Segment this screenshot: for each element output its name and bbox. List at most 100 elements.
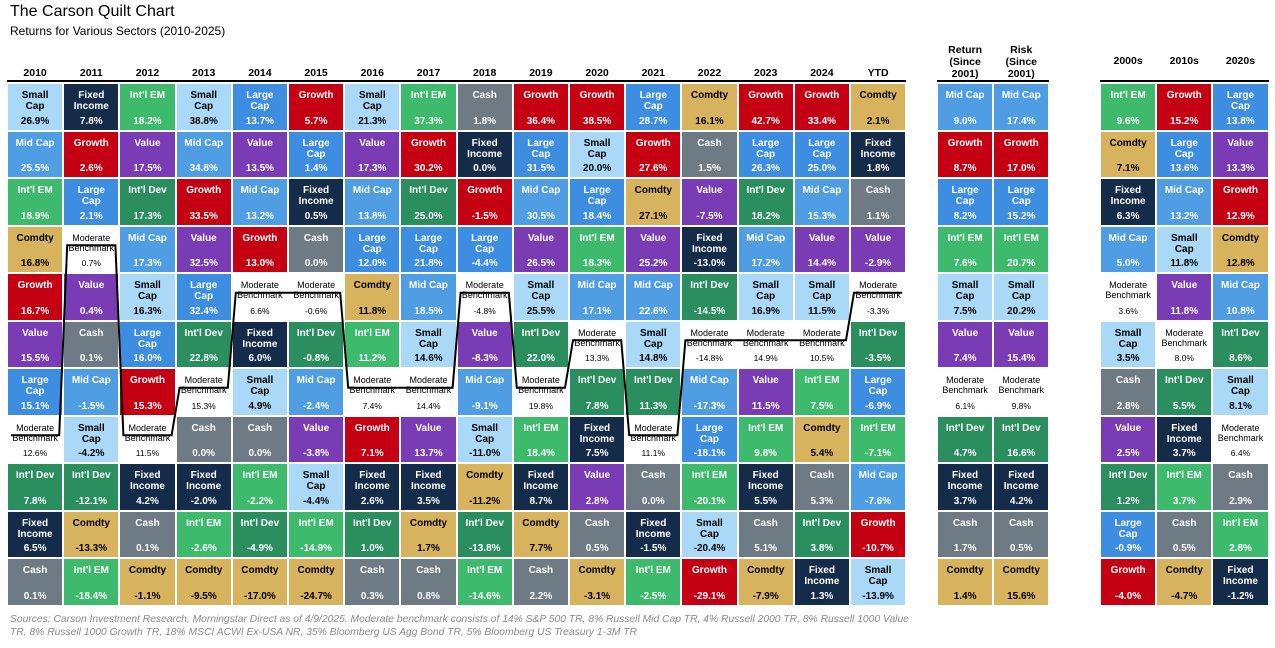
cell-asset-label: Value xyxy=(640,232,667,244)
cell-return-value: 13.3% xyxy=(1226,163,1255,174)
cell-asset-label: Small Cap xyxy=(864,565,892,587)
cell-return-value: 6.5% xyxy=(23,543,47,554)
cell-asset-label: Comdty xyxy=(1165,565,1203,576)
cell-asset-label: Fixed Income xyxy=(748,470,784,492)
cell-asset-label: Large Cap xyxy=(1226,90,1255,112)
cell-asset-label: Small Cap xyxy=(302,470,330,492)
cell-return-value: 12.8% xyxy=(1226,258,1255,269)
cell-return-value: -8.3% xyxy=(471,353,498,364)
benchmark-cell: Moderate Benchmark -14.8% xyxy=(681,320,738,368)
cell-asset-label: Int'l EM xyxy=(804,375,840,386)
quilt-cell: Comdty 11.8% xyxy=(344,273,401,321)
cell-return-value: 16.3% xyxy=(133,305,162,317)
cell-return-value: 3.7% xyxy=(953,495,977,507)
cell-asset-label: Value xyxy=(1171,280,1198,291)
column-header: Risk (Since 2001) xyxy=(1005,44,1038,80)
cell-asset-label: Comdty xyxy=(297,565,335,576)
cell-asset-label: Int'l Dev xyxy=(353,517,392,529)
quilt-cell: Int'l EM -2.5% xyxy=(625,558,682,606)
quilt-cell: Large Cap 15.1% xyxy=(7,368,64,416)
cell-asset-label: Small Cap xyxy=(808,280,836,302)
quilt-cell: Large Cap 28.7% xyxy=(625,83,682,131)
cell-asset-label: Int'l Dev xyxy=(1002,422,1041,434)
cell-asset-label: Mid Cap xyxy=(1221,280,1260,291)
quilt-cell: Int'l EM 7.6% xyxy=(937,225,994,273)
cell-asset-label: Comdty xyxy=(803,422,841,434)
cell-asset-label: Int'l EM xyxy=(17,185,53,196)
cell-asset-label: Growth xyxy=(17,280,53,291)
quilt-cell: Mid Cap 25.5% xyxy=(7,130,64,178)
quilt-cell: Large Cap 26.3% xyxy=(737,130,794,178)
quilt-cell: Fixed Income 7.8% xyxy=(63,83,120,131)
cell-return-value: 1.4% xyxy=(953,590,977,602)
cell-return-value: 17.3% xyxy=(133,258,162,269)
quilt-cell: Growth 12.9% xyxy=(1212,178,1269,226)
quilt-cell: Fixed Income 6.3% xyxy=(1100,178,1157,226)
cell-return-value: 13.2% xyxy=(245,210,275,222)
quilt-cell: Small Cap -13.9% xyxy=(850,558,907,606)
quilt-cell: Value -7.5% xyxy=(681,178,738,226)
cell-asset-label: Growth xyxy=(186,185,222,196)
quilt-cell: Small Cap 16.3% xyxy=(119,273,176,321)
column-header: 2023 xyxy=(754,67,778,79)
quilt-cell: Int'l Dev 18.2% xyxy=(737,178,794,226)
quilt-cell: Fixed Income 7.5% xyxy=(569,415,626,463)
cell-asset-label: Value xyxy=(22,327,49,339)
cell-asset-label: Cash xyxy=(865,185,891,196)
cell-asset-label: Fixed Income xyxy=(579,422,615,445)
cell-asset-label: Moderate Benchmark xyxy=(124,422,171,443)
cell-return-value: 15.2% xyxy=(1007,210,1036,222)
cell-asset-label: Int'l Dev xyxy=(465,517,504,529)
quilt-cell: Int'l EM 11.2% xyxy=(344,320,401,368)
cell-asset-label: Int'l EM xyxy=(635,565,671,576)
cell-return-value: -14.5% xyxy=(693,305,726,317)
cell-asset-label: Growth xyxy=(1003,137,1039,149)
quilt-cell: Large Cap 16.0% xyxy=(119,320,176,368)
cell-asset-label: Moderate Benchmark xyxy=(1105,280,1151,300)
cell-asset-label: Cash xyxy=(472,90,497,101)
cell-asset-label: Value xyxy=(752,375,779,386)
cell-return-value: 16.8% xyxy=(20,258,50,269)
cell-asset-label: Int'l Dev xyxy=(945,422,985,434)
cell-return-value: -9.5% xyxy=(190,590,217,602)
cell-return-value: 2.8% xyxy=(1229,543,1252,554)
cell-return-value: 0.0% xyxy=(192,448,216,459)
cell-asset-label: Cash xyxy=(641,470,666,481)
cell-return-value: 14.4% xyxy=(807,258,837,269)
cell-return-value: 8.2% xyxy=(953,210,977,222)
header-rule xyxy=(937,80,1050,82)
quilt-cell: Int'l Dev 11.3% xyxy=(625,368,682,416)
cell-return-value: 11.5% xyxy=(135,448,160,458)
column-header: 2024 xyxy=(810,67,834,79)
cell-asset-label: Fixed Income xyxy=(1166,422,1202,445)
quilt-cell: Small Cap -20.4% xyxy=(681,510,738,558)
cell-return-value: 14.4% xyxy=(416,400,441,411)
cell-asset-label: Int'l EM xyxy=(242,470,278,481)
cell-return-value: 7.5% xyxy=(953,305,977,317)
column-header: 2010 xyxy=(23,67,47,79)
cell-return-value: -7.5% xyxy=(696,210,723,222)
cell-return-value: 17.3% xyxy=(133,210,162,222)
quilt-cell: Small Cap 20.2% xyxy=(993,273,1050,321)
cell-asset-label: Int'l EM xyxy=(579,232,615,244)
cell-asset-label: Comdty xyxy=(409,517,448,529)
cell-return-value: 12.9% xyxy=(1226,210,1255,222)
cell-asset-label: Growth xyxy=(73,137,109,149)
cell-asset-label: Cash xyxy=(79,327,104,339)
cell-return-value: -13.3% xyxy=(75,543,108,554)
quilt-cell: Growth 16.7% xyxy=(7,273,64,321)
cell-asset-label: Value xyxy=(696,185,723,196)
cell-return-value: 13.5% xyxy=(245,163,275,174)
quilt-cell: Int'l Dev 1.0% xyxy=(344,510,401,558)
quilt-cell: Fixed Income 4.2% xyxy=(119,463,176,511)
quilt-cell: Growth 42.7% xyxy=(737,83,794,131)
quilt-cell: Value 17.5% xyxy=(119,130,176,178)
cell-asset-label: Comdty xyxy=(522,517,560,529)
cell-asset-label: Moderate Benchmark xyxy=(180,375,227,395)
quilt-cell: Large Cap 21.8% xyxy=(400,225,457,273)
cell-asset-label: Large Cap xyxy=(21,375,49,397)
quilt-cell: Mid Cap -17.3% xyxy=(681,368,738,416)
quilt-cell: Comdty 2.1% xyxy=(850,83,907,131)
cell-return-value: -18.1% xyxy=(693,448,726,459)
cell-return-value: 7.7% xyxy=(529,543,553,554)
